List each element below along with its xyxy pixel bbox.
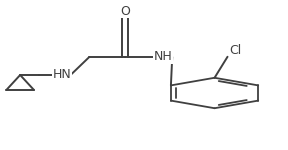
Text: Cl: Cl [230, 44, 242, 57]
Text: NH: NH [153, 51, 172, 63]
Text: HN: HN [52, 69, 71, 81]
Text: O: O [120, 5, 130, 18]
